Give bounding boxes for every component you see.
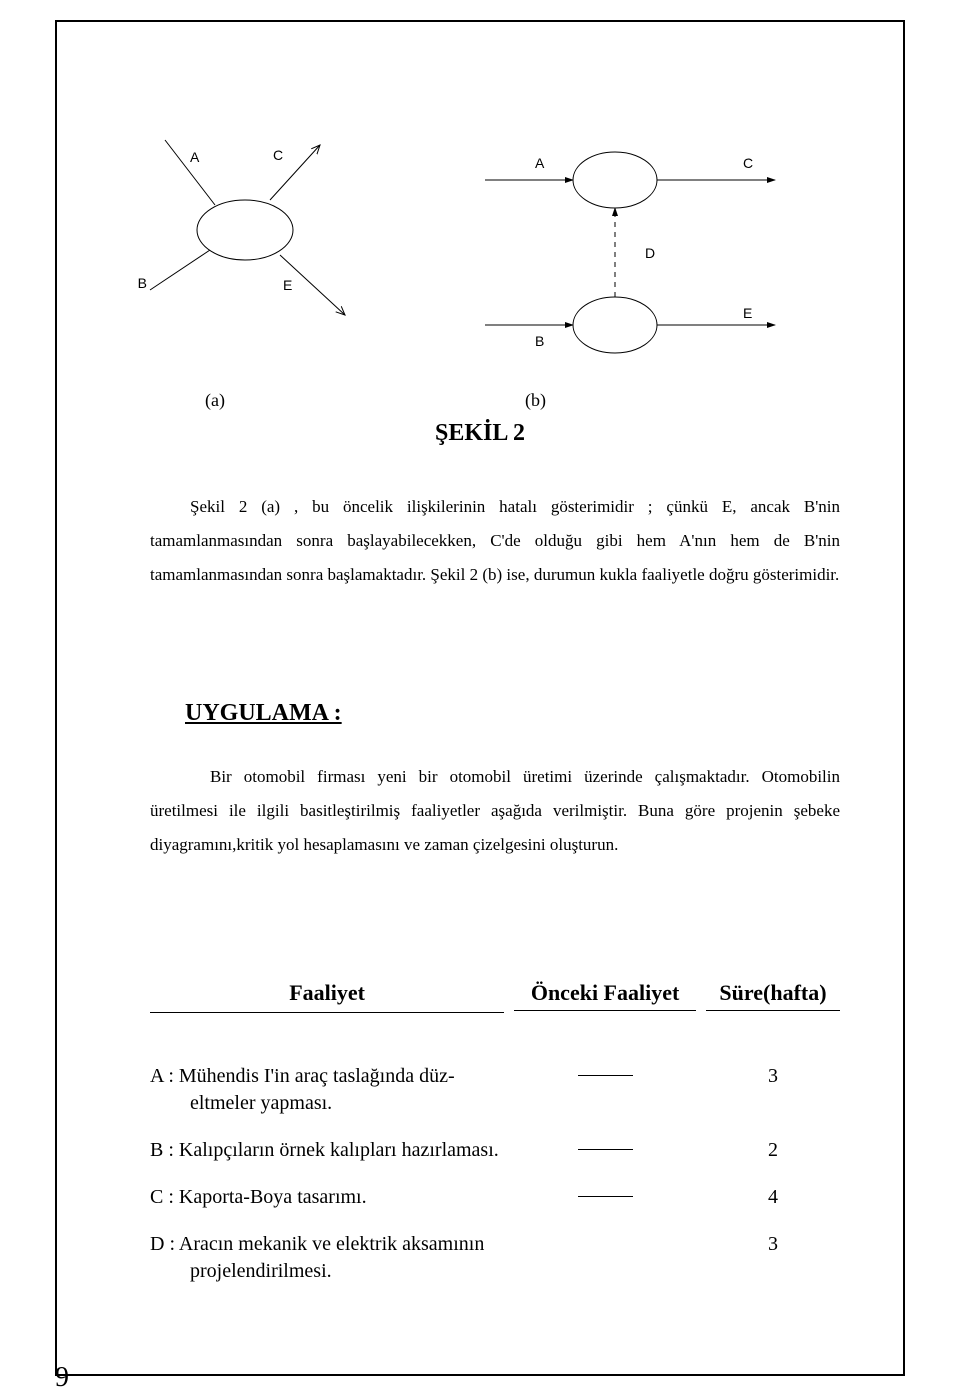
edge-label-C: C: [273, 147, 283, 163]
paragraph-1: Şekil 2 (a) , bu öncelik ilişkilerinin h…: [150, 490, 840, 592]
figure-2-diagram: A C B E A C: [55, 90, 905, 370]
caption-a: (a): [205, 390, 225, 411]
duration-cell: 3: [706, 1063, 840, 1088]
table-header-row: Faaliyet Önceki Faaliyet Süre(hafta): [150, 980, 840, 1013]
activity-cell: C : Kaporta-Boya tasarımı.: [150, 1184, 504, 1211]
activity-cell: B : Kalıpçıların örnek kalıpları hazırla…: [150, 1137, 504, 1164]
edge-label-D-b: D: [645, 245, 655, 261]
diagram-a: A C B E: [138, 140, 345, 315]
th-sure: Süre(hafta): [706, 980, 840, 1006]
edge-label-A-b: A: [535, 155, 545, 171]
edge-label-A: A: [190, 149, 200, 165]
th-onceki: Önceki Faaliyet: [514, 980, 696, 1006]
th-faaliyet: Faaliyet: [150, 980, 504, 1008]
table-row: D : Aracın mekanik ve elektrik aksamının…: [150, 1231, 840, 1285]
prev-cell: [514, 1137, 696, 1150]
duration-cell: 4: [706, 1184, 840, 1209]
edge-label-E-b: E: [743, 305, 752, 321]
paragraph-2: Bir otomobil firması yeni bir otomobil ü…: [150, 760, 840, 862]
figure-title: ŞEKİL 2: [55, 420, 905, 447]
edge-label-C-b: C: [743, 155, 753, 171]
duration-cell: 2: [706, 1137, 840, 1162]
prev-cell: [514, 1063, 696, 1076]
page-number: 9: [55, 1362, 69, 1394]
table-body: A : Mühendis I'in araç taslağında düz- e…: [150, 1063, 840, 1285]
activity-cell: A : Mühendis I'in araç taslağında düz- e…: [150, 1063, 504, 1117]
edge-label-E: E: [283, 277, 292, 293]
table-row: A : Mühendis I'in araç taslağında düz- e…: [150, 1063, 840, 1117]
caption-b: (b): [525, 390, 546, 411]
section-title-uygulama: UYGULAMA :: [185, 700, 342, 727]
table-row: C : Kaporta-Boya tasarımı. 4: [150, 1184, 840, 1211]
edge-label-B: B: [138, 275, 147, 291]
prev-cell: [514, 1184, 696, 1197]
duration-cell: 3: [706, 1231, 840, 1256]
table-row: B : Kalıpçıların örnek kalıpları hazırla…: [150, 1137, 840, 1164]
diagram-b: A C D B E: [485, 152, 775, 353]
activity-table: Faaliyet Önceki Faaliyet Süre(hafta) A :…: [150, 980, 840, 1285]
prev-cell: [514, 1231, 696, 1243]
edge-label-B-b: B: [535, 333, 544, 349]
page-content: A C B E A C: [55, 20, 905, 1376]
activity-cell: D : Aracın mekanik ve elektrik aksamının…: [150, 1231, 504, 1285]
